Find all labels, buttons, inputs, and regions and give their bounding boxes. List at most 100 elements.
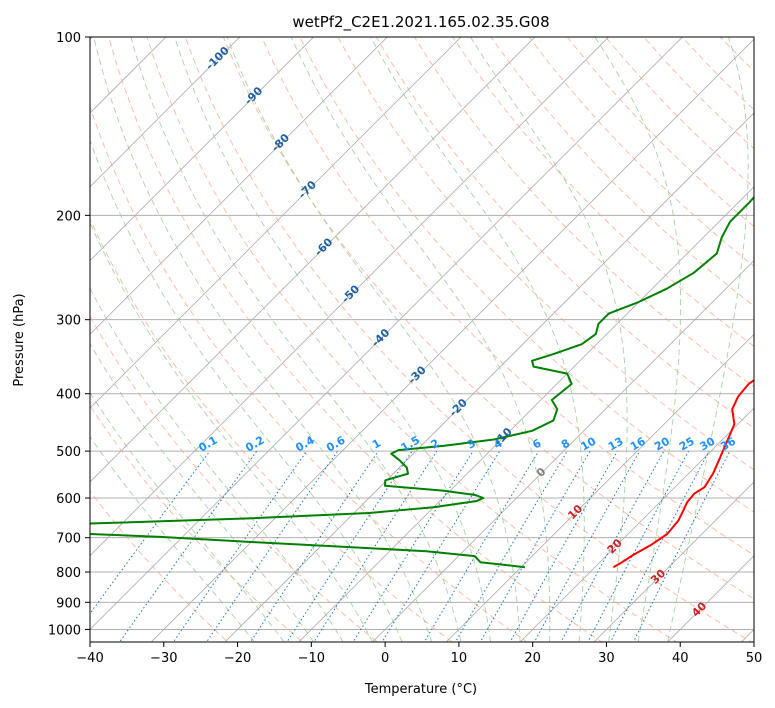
isotherm-label: -30 — [406, 363, 429, 386]
moist-adiabat-line — [470, 37, 628, 642]
moist-adiabat-line — [90, 435, 255, 642]
mixing-ratio-line — [313, 450, 438, 642]
isotherm-line — [90, 37, 388, 335]
isotherm-label: -20 — [447, 396, 470, 419]
mixing-ratio-line — [352, 450, 474, 642]
dry-adiabat-line — [90, 315, 379, 642]
mixing-ratio-line — [90, 450, 211, 615]
y-tick-label: 400 — [56, 388, 81, 403]
mixing-ratio-line — [249, 450, 379, 642]
x-tick-label: −10 — [298, 651, 325, 666]
x-tick-label: −40 — [76, 651, 103, 666]
dry-adiabat-line — [681, 37, 754, 111]
mixing-ratio-line — [479, 450, 591, 642]
mixing-ratio-line — [118, 450, 258, 642]
x-tick-label: −30 — [150, 651, 177, 666]
moist-adiabat-line — [90, 221, 373, 642]
y-tick-label: 300 — [56, 314, 81, 329]
x-tick-label: 30 — [598, 651, 615, 666]
mixing-ratio-line — [533, 450, 641, 642]
moist-adiabat-line — [667, 37, 749, 642]
mixing-ratio-line — [454, 450, 568, 642]
mixing-ratio-line — [632, 450, 731, 642]
mixing-ratio-line — [381, 450, 501, 642]
isotherm-line — [150, 38, 754, 642]
dry-adiabat-line — [90, 490, 229, 642]
moist-adiabat-line — [370, 37, 585, 642]
background-lines — [90, 37, 775, 654]
isotherm-label: 0 — [534, 465, 549, 480]
isotherm-line — [445, 333, 754, 642]
x-tick-label: 50 — [746, 651, 763, 666]
isotherm-line — [90, 37, 462, 409]
moist-adiabat-line — [90, 138, 403, 642]
isotherm-label: 20 — [605, 536, 625, 556]
grid-layer — [90, 37, 754, 642]
moist-adiabat-line — [90, 391, 285, 642]
dry-adiabat-line — [261, 37, 754, 556]
y-tick-label: 200 — [56, 209, 81, 224]
moist-adiabat-line — [93, 37, 433, 642]
profile-layer — [90, 195, 754, 569]
isotherm-line — [519, 407, 754, 642]
x-tick-label: −20 — [224, 651, 251, 666]
chart-title: wetPf2_C2E1.2021.165.02.35.G08 — [292, 13, 549, 32]
y-tick-label: 800 — [56, 566, 81, 581]
isotherm-line — [90, 37, 610, 557]
dry-adiabat-line — [719, 37, 754, 72]
mixing-ratio-label: 2 — [429, 437, 442, 452]
temperature-line — [612, 378, 754, 569]
y-axis: 100 200 300 400 500 600 700 800 900 1000 — [48, 31, 90, 638]
dry-adiabat-line — [566, 37, 754, 228]
isotherm-line — [593, 481, 754, 642]
dry-adiabat-line — [758, 37, 775, 654]
y-tick-label: 700 — [56, 532, 81, 547]
isotherm-line — [90, 37, 684, 631]
moist-adiabat-line — [130, 37, 462, 642]
x-axis-label: Temperature (°C) — [364, 682, 477, 697]
mixing-ratio-line — [587, 450, 690, 642]
x-tick-label: 0 — [381, 651, 389, 666]
y-tick-label: 1000 — [48, 623, 81, 638]
dry-adiabat-line — [90, 217, 453, 642]
x-tick-label: 20 — [524, 651, 541, 666]
x-axis: −40 −30 −20 −10 0 10 20 30 40 50 — [76, 642, 762, 666]
y-tick-label: 100 — [56, 31, 81, 46]
dry-adiabat-line — [299, 37, 754, 513]
moist-adiabat-line — [90, 342, 314, 642]
dry-adiabat-line — [108, 37, 603, 642]
isotherm-label: -90 — [242, 84, 265, 107]
mixing-ratio-line — [610, 450, 710, 642]
dry-adiabat-line — [605, 37, 754, 189]
moist-adiabat-line — [290, 37, 551, 642]
x-tick-label: 40 — [672, 651, 689, 666]
dry-adiabat-line — [90, 105, 528, 642]
dry-adiabat-line — [184, 37, 753, 642]
moist-adiabat-line — [226, 37, 521, 642]
isotherm-line — [224, 112, 754, 642]
isotherm-line — [740, 628, 754, 642]
plot-frame — [89, 36, 755, 643]
isotherm-label: 30 — [648, 566, 668, 586]
moist-adiabat-line — [174, 37, 492, 642]
isotherm-label: -60 — [312, 235, 335, 258]
isotherm-label: -80 — [269, 131, 292, 154]
x-tick-label: 10 — [451, 651, 468, 666]
dry-adiabat-line — [490, 37, 754, 307]
y-tick-label: 900 — [56, 596, 81, 611]
dry-adiabat-line — [222, 37, 754, 600]
dewpoint-line — [90, 195, 754, 569]
isotherm-label: -50 — [339, 282, 362, 305]
y-tick-label: 600 — [56, 492, 81, 507]
mixing-ratio-line — [205, 450, 339, 642]
isotherm-line — [371, 259, 754, 642]
isotherm-line — [90, 37, 241, 188]
isotherm-line — [90, 37, 536, 483]
mixing-ratio-label: 6 — [530, 436, 543, 451]
y-tick-label: 500 — [56, 445, 81, 460]
mixing-ratio-lines — [90, 450, 731, 642]
mixing-ratio-line — [286, 450, 413, 642]
mixing-ratio-line — [560, 450, 665, 642]
dry-adiabat-line — [90, 405, 304, 642]
